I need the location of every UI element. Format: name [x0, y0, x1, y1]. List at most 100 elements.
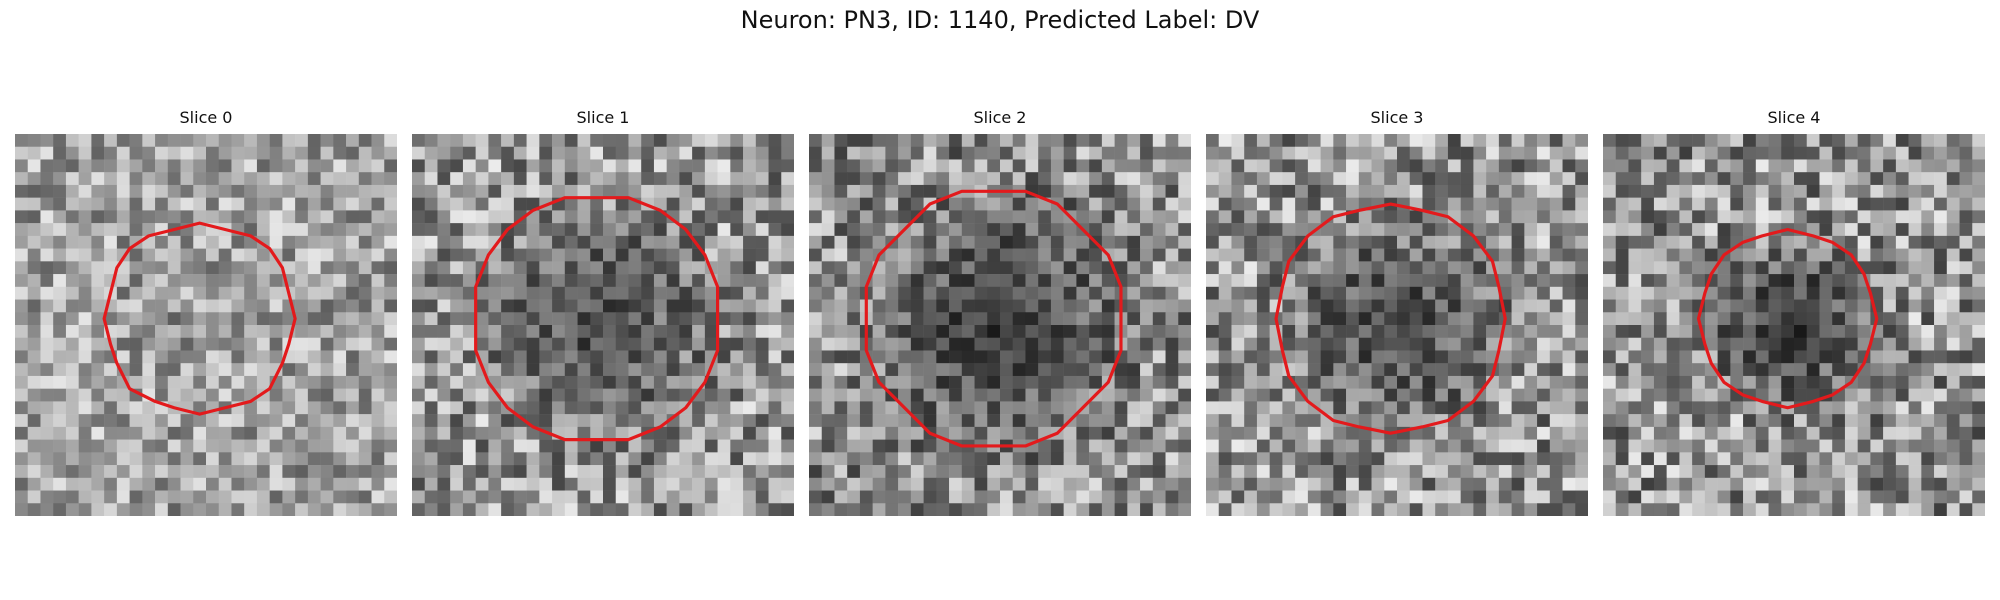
- pixel: [1114, 159, 1128, 173]
- pixel: [269, 325, 283, 338]
- pixel: [1101, 503, 1115, 516]
- pixel: [1447, 299, 1461, 313]
- pixel: [552, 414, 566, 428]
- pixel: [256, 337, 270, 351]
- pixel: [412, 248, 425, 262]
- pixel: [1114, 210, 1128, 224]
- pixel: [539, 452, 553, 466]
- pixel: [847, 350, 861, 364]
- pixel: [1231, 146, 1245, 160]
- pixel: [1231, 134, 1245, 147]
- pixel: [1511, 477, 1525, 491]
- pixel: [488, 261, 502, 275]
- pixel: [1460, 184, 1474, 198]
- pixel: [371, 325, 385, 338]
- pixel: [116, 503, 130, 516]
- pixel: [1832, 439, 1846, 453]
- pixel: [65, 248, 79, 262]
- pixel: [1819, 223, 1833, 237]
- pixel: [1755, 261, 1769, 275]
- pixel: [872, 146, 886, 160]
- pixel: [1934, 325, 1948, 338]
- pixel: [821, 465, 835, 479]
- pixel: [462, 401, 476, 415]
- pixel: [129, 452, 143, 466]
- pixel: [1089, 172, 1103, 186]
- pixel: [666, 325, 680, 338]
- pixel: [1934, 375, 1948, 389]
- pixel: [1870, 465, 1884, 479]
- pixel: [961, 452, 975, 466]
- pixel: [1140, 146, 1154, 160]
- pixel: [1806, 350, 1820, 364]
- pixel: [1218, 210, 1232, 224]
- pixel: [27, 401, 41, 415]
- pixel: [768, 388, 782, 402]
- pixel: [193, 414, 207, 428]
- pixel: [1717, 223, 1731, 237]
- pixel: [1460, 325, 1474, 338]
- pixel: [307, 248, 321, 262]
- pixel: [1524, 388, 1538, 402]
- pixel: [1038, 388, 1052, 402]
- pixel: [1946, 439, 1960, 453]
- pixel: [961, 401, 975, 415]
- pixel: [1819, 363, 1833, 377]
- pixel: [755, 426, 769, 440]
- pixel: [666, 146, 680, 160]
- pixel: [1921, 286, 1935, 300]
- pixel: [1256, 184, 1270, 198]
- pixel: [539, 146, 553, 160]
- pixel: [218, 210, 232, 224]
- pixel: [269, 299, 283, 313]
- pixel: [1575, 490, 1588, 504]
- pixel: [1946, 248, 1960, 262]
- pixel: [949, 388, 963, 402]
- pixel: [412, 286, 425, 300]
- pixel: [768, 439, 782, 453]
- pixel: [475, 503, 489, 516]
- pixel: [371, 274, 385, 288]
- pixel: [1218, 325, 1232, 338]
- pixel: [1921, 261, 1935, 275]
- pixel: [590, 210, 604, 224]
- pixel: [872, 235, 886, 249]
- pixel: [424, 401, 438, 415]
- pixel: [450, 172, 464, 186]
- pixel: [1127, 452, 1141, 466]
- pixel: [231, 350, 245, 364]
- pixel: [1537, 223, 1551, 237]
- pixel: [1603, 325, 1616, 338]
- pixel: [1218, 375, 1232, 389]
- pixel: [730, 184, 744, 198]
- pixel: [1908, 197, 1922, 211]
- pixel: [1231, 477, 1245, 491]
- pixel: [1295, 401, 1309, 415]
- pixel: [1206, 172, 1219, 186]
- pixel: [282, 439, 296, 453]
- pixel: [1806, 159, 1820, 173]
- pixel: [1231, 465, 1245, 479]
- pixel: [346, 223, 360, 237]
- pixel: [1076, 261, 1090, 275]
- pixel: [129, 223, 143, 237]
- pixel: [450, 274, 464, 288]
- pixel: [1358, 134, 1372, 147]
- pixel: [809, 235, 822, 249]
- pixel: [1781, 490, 1795, 504]
- pixel: [437, 223, 451, 237]
- pixel: [1575, 248, 1588, 262]
- pixel: [653, 439, 667, 453]
- pixel: [1152, 477, 1166, 491]
- pixel: [218, 414, 232, 428]
- pixel: [1908, 223, 1922, 237]
- pixel: [1768, 134, 1782, 147]
- pixel: [1358, 223, 1372, 237]
- pixel: [590, 337, 604, 351]
- pixel: [1165, 452, 1179, 466]
- pixel: [564, 159, 578, 173]
- pixel: [371, 503, 385, 516]
- pixel: [768, 184, 782, 198]
- pixel: [1575, 286, 1588, 300]
- pixel: [1307, 312, 1321, 326]
